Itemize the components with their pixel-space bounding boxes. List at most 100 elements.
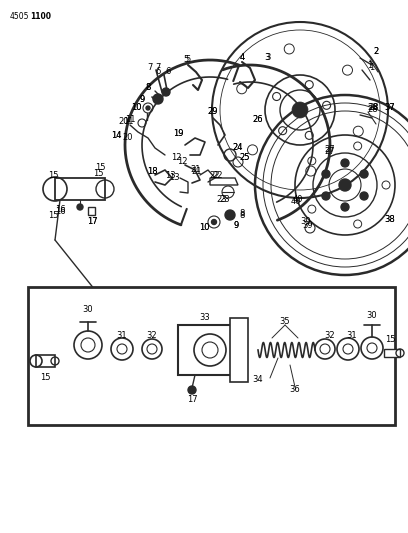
Text: 11: 11 xyxy=(123,117,133,126)
Text: 10: 10 xyxy=(131,103,141,112)
Text: 17: 17 xyxy=(187,395,197,405)
Text: 1100: 1100 xyxy=(30,12,51,21)
Text: 30: 30 xyxy=(83,305,93,314)
Text: 33: 33 xyxy=(200,312,211,321)
Circle shape xyxy=(322,170,330,178)
Text: 17: 17 xyxy=(86,217,98,227)
Circle shape xyxy=(162,88,170,96)
Text: 6: 6 xyxy=(155,68,161,77)
Text: 19: 19 xyxy=(173,128,183,138)
Polygon shape xyxy=(384,349,400,357)
Text: 34: 34 xyxy=(253,376,263,384)
Text: 19: 19 xyxy=(173,128,183,138)
Text: 10: 10 xyxy=(199,223,209,232)
Text: 15: 15 xyxy=(48,171,58,180)
Text: 28: 28 xyxy=(368,103,378,112)
Circle shape xyxy=(225,210,235,220)
Text: 22: 22 xyxy=(213,171,223,180)
Text: 5: 5 xyxy=(183,55,188,64)
Text: 31: 31 xyxy=(347,330,357,340)
Text: 1: 1 xyxy=(367,61,373,69)
Text: 15: 15 xyxy=(48,211,58,220)
Text: 3: 3 xyxy=(265,52,271,61)
Polygon shape xyxy=(55,178,105,200)
Text: 9: 9 xyxy=(140,95,144,104)
Text: 25: 25 xyxy=(240,154,250,163)
Text: 14: 14 xyxy=(111,131,121,140)
Text: 7: 7 xyxy=(155,62,161,71)
Text: 4: 4 xyxy=(239,52,245,61)
Circle shape xyxy=(360,192,368,200)
Text: 17: 17 xyxy=(86,217,98,227)
Text: 28: 28 xyxy=(369,103,379,112)
Text: 2: 2 xyxy=(373,47,379,56)
Text: 27: 27 xyxy=(325,146,335,155)
Circle shape xyxy=(153,94,163,104)
Text: 27: 27 xyxy=(325,148,335,157)
Text: 22: 22 xyxy=(210,171,220,180)
Text: 20: 20 xyxy=(123,133,133,142)
Circle shape xyxy=(77,204,83,210)
Text: 32: 32 xyxy=(147,330,157,340)
Polygon shape xyxy=(178,325,240,375)
Text: 14: 14 xyxy=(111,131,121,140)
Text: 8: 8 xyxy=(239,211,245,220)
Circle shape xyxy=(339,179,351,191)
Circle shape xyxy=(341,159,349,167)
Text: 36: 36 xyxy=(290,385,300,394)
Text: 12: 12 xyxy=(177,157,187,166)
Text: 15: 15 xyxy=(40,374,50,383)
Text: 9: 9 xyxy=(140,95,144,104)
Text: 13: 13 xyxy=(169,174,179,182)
Text: 10: 10 xyxy=(131,103,141,112)
Text: 40: 40 xyxy=(293,196,303,205)
Text: 39: 39 xyxy=(303,221,313,230)
Text: 2: 2 xyxy=(373,47,379,56)
Text: 7: 7 xyxy=(147,63,153,72)
Circle shape xyxy=(188,386,196,394)
Polygon shape xyxy=(230,318,248,382)
Text: 29: 29 xyxy=(208,108,218,117)
Text: 11: 11 xyxy=(125,116,135,125)
Text: 23: 23 xyxy=(217,196,227,205)
Circle shape xyxy=(360,170,368,178)
Text: 30: 30 xyxy=(367,311,377,319)
Text: 23: 23 xyxy=(220,196,230,205)
Text: 8: 8 xyxy=(145,84,151,93)
Circle shape xyxy=(146,106,150,110)
Text: 26: 26 xyxy=(253,116,263,125)
Text: 16: 16 xyxy=(55,206,65,214)
Circle shape xyxy=(211,220,217,224)
Text: 8: 8 xyxy=(145,84,151,93)
Polygon shape xyxy=(210,178,238,185)
Text: 28: 28 xyxy=(368,106,378,115)
Text: 25: 25 xyxy=(240,154,250,163)
Bar xyxy=(28,287,395,425)
Text: 5: 5 xyxy=(185,55,191,64)
Text: 24: 24 xyxy=(233,143,243,152)
Text: 9: 9 xyxy=(233,221,239,230)
Text: 15: 15 xyxy=(93,169,103,179)
Text: 31: 31 xyxy=(117,330,127,340)
Text: 10: 10 xyxy=(199,223,209,232)
Text: 4: 4 xyxy=(239,52,245,61)
Text: 39: 39 xyxy=(301,217,311,227)
Text: 18: 18 xyxy=(147,167,157,176)
Text: 4505: 4505 xyxy=(10,12,29,21)
Text: 29: 29 xyxy=(208,108,218,117)
Text: 40: 40 xyxy=(291,198,301,206)
Polygon shape xyxy=(88,207,95,215)
Text: 21: 21 xyxy=(192,167,202,176)
Circle shape xyxy=(341,203,349,211)
Text: 26: 26 xyxy=(253,116,263,125)
Text: 32: 32 xyxy=(325,330,335,340)
Text: 15: 15 xyxy=(385,335,395,344)
Text: 9: 9 xyxy=(233,221,239,230)
Text: 37: 37 xyxy=(385,103,395,112)
Text: 37: 37 xyxy=(385,103,395,112)
Circle shape xyxy=(322,192,330,200)
Circle shape xyxy=(292,102,308,118)
Text: 12: 12 xyxy=(171,154,181,163)
Text: 13: 13 xyxy=(165,171,175,180)
Text: 3: 3 xyxy=(264,53,270,62)
